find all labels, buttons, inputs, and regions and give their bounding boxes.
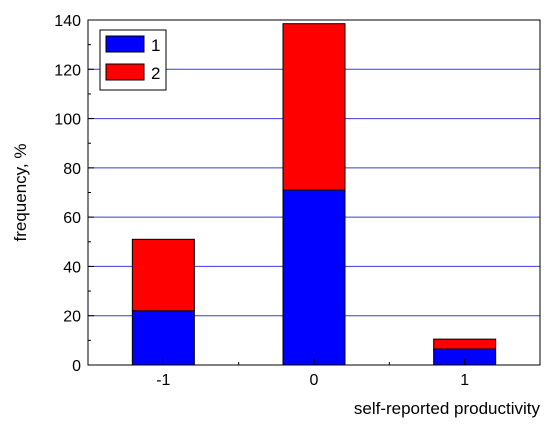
bars (131, 23, 497, 366)
bar-segment-series-2-cat--1 (131, 238, 195, 312)
legend-label-2: 2 (151, 64, 160, 83)
y-tick-label: 120 (54, 62, 81, 79)
y-tick-label: 60 (63, 210, 81, 227)
x-axis: -1 0 1 (156, 359, 469, 389)
bar-segment-series-2-cat-1 (433, 338, 497, 350)
bar-segment-series-1-cat--1 (131, 310, 195, 366)
y-axis: 0 20 40 60 80 100 120 140 (54, 13, 94, 375)
y-tick-label: 80 (63, 161, 81, 178)
legend-swatch-1 (105, 35, 145, 53)
x-tick-label: 1 (460, 372, 469, 389)
y-tick-label: 0 (72, 358, 81, 375)
y-tick-label: 40 (63, 259, 81, 276)
y-tick-label: 20 (63, 309, 81, 326)
y-tick-label: 100 (54, 112, 81, 129)
x-tick-label: -1 (156, 372, 170, 389)
legend: 12 (99, 29, 167, 91)
y-tick-label: 140 (54, 13, 81, 30)
y-axis-label: frequency, % (11, 144, 30, 242)
x-axis-label: self-reported productivity (354, 399, 541, 418)
bar-segment-series-2-cat-0 (282, 23, 346, 191)
legend-swatch-2 (105, 63, 145, 81)
bar-segment-series-1-cat-0 (282, 189, 346, 366)
x-tick-label: 0 (310, 372, 319, 389)
legend-label-1: 1 (151, 36, 160, 55)
